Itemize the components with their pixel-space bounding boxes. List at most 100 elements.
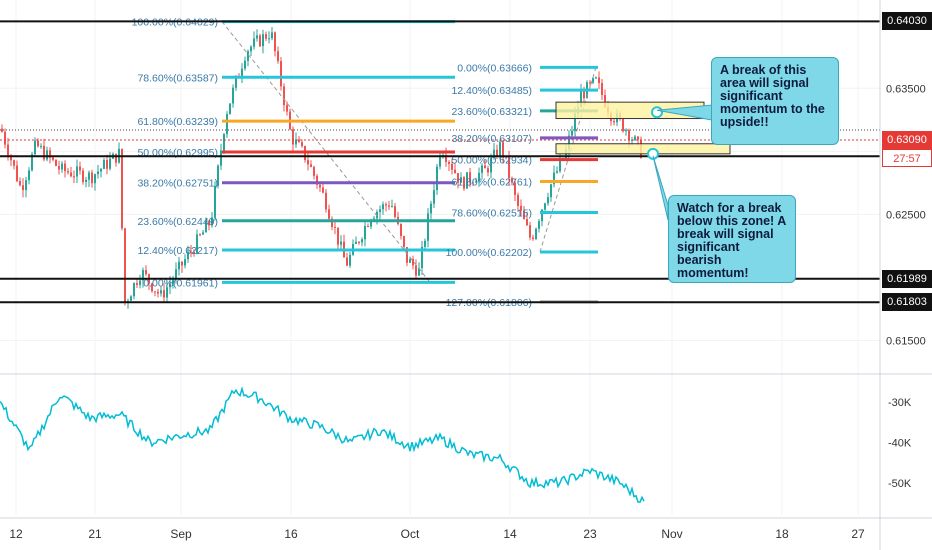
callout-bearish: Watch for a break below this zone! A bre…: [668, 195, 796, 283]
candle-body: [331, 218, 333, 227]
candle-body: [628, 130, 630, 141]
candle-body: [589, 82, 591, 84]
candle-body: [517, 194, 519, 206]
fib-level-label: 100.00%(0.62202): [446, 247, 532, 259]
candle-body: [523, 210, 525, 220]
candle-body: [184, 259, 186, 266]
candle-body: [508, 157, 510, 179]
candle-body: [535, 228, 537, 240]
candle-body: [166, 287, 168, 298]
candle-body: [394, 206, 396, 217]
candle-body: [595, 77, 597, 79]
candle-body: [460, 177, 462, 183]
candle-body: [97, 171, 99, 175]
candle-body: [283, 86, 285, 106]
x-tick-label: 18: [775, 527, 789, 541]
candle-body: [106, 160, 108, 169]
x-tick-label: 21: [88, 527, 102, 541]
candle-body: [139, 280, 141, 285]
candle-body: [502, 142, 504, 157]
candle-body: [547, 197, 549, 204]
candle-body: [385, 204, 387, 206]
fib-level-label: 100.00%(0.64029): [132, 17, 218, 29]
current-price-tag: 0.63090: [882, 130, 932, 149]
candle-body: [94, 174, 96, 184]
candle-body: [361, 239, 363, 243]
candle-body: [412, 258, 414, 266]
candle-body: [406, 247, 408, 263]
fib-level-label: 12.40%(0.62217): [137, 245, 218, 257]
candle-body: [328, 209, 330, 219]
candle-body: [355, 241, 357, 244]
candle-body: [634, 136, 636, 140]
y-tick-label: 0.61500: [886, 335, 926, 347]
candle-body: [163, 290, 165, 298]
candle-body: [76, 166, 78, 177]
fib-level-label: 78.60%(0.62515): [451, 207, 532, 219]
candle-body: [115, 153, 117, 163]
x-tick-label: 23: [583, 527, 597, 541]
candle-body: [85, 179, 87, 183]
candle-body: [568, 135, 570, 150]
candle-body: [217, 165, 219, 186]
candle-body: [10, 156, 12, 161]
candle-body: [514, 182, 516, 195]
candle-body: [25, 180, 27, 191]
candle-body: [130, 296, 132, 301]
candle-body: [319, 184, 321, 188]
candle-body: [367, 225, 369, 227]
candle-body: [529, 225, 531, 238]
candle-body: [202, 232, 204, 235]
candle-body: [421, 246, 423, 269]
candle-body: [463, 177, 465, 189]
x-tick-label: 12: [9, 527, 23, 541]
candle-body: [334, 226, 336, 228]
candle-body: [7, 144, 9, 157]
fib-level-label: 23.60%(0.63321): [451, 106, 532, 118]
fib-level-label: 61.80%(0.63239): [137, 116, 218, 128]
candle-body: [193, 251, 195, 254]
candle-body: [445, 154, 447, 162]
candle-body: [298, 139, 300, 143]
candle-body: [160, 290, 162, 294]
x-tick-label: Nov: [661, 527, 682, 541]
candle-body: [46, 150, 48, 160]
downside-zone: [555, 143, 731, 155]
candle-body: [70, 172, 72, 177]
candle-body: [151, 283, 153, 292]
candle-body: [364, 225, 366, 240]
candle-body: [40, 145, 42, 147]
candle-body: [391, 206, 393, 208]
candle-body: [409, 258, 411, 263]
candle-body: [592, 78, 594, 83]
candle-body: [175, 269, 177, 280]
candle-body: [235, 75, 237, 88]
indicator-tick-label: -50K: [888, 478, 912, 490]
candle-body: [469, 172, 471, 183]
candle-body: [622, 118, 624, 132]
candle-body: [382, 204, 384, 210]
x-tick-label: Oct: [401, 527, 420, 541]
candle-body: [316, 175, 318, 185]
candle-body: [559, 158, 561, 172]
fib-level-label: 38.20%(0.63107): [451, 133, 532, 145]
candle-body: [13, 160, 15, 166]
countdown-tag: 27:57: [882, 148, 932, 167]
candle-body: [493, 149, 495, 158]
candle-body: [604, 95, 606, 108]
candle-body: [373, 218, 375, 220]
candle-body: [214, 185, 216, 218]
candle-body: [556, 171, 558, 173]
candle-body: [520, 205, 522, 211]
candle-body: [91, 172, 93, 184]
candle-body: [478, 172, 480, 182]
candle-body: [553, 172, 555, 185]
candle-body: [196, 234, 198, 254]
candle-body: [538, 221, 540, 229]
candle-body: [601, 83, 603, 96]
candle-body: [295, 139, 297, 145]
candle-body: [142, 270, 144, 281]
candle-body: [301, 142, 303, 147]
